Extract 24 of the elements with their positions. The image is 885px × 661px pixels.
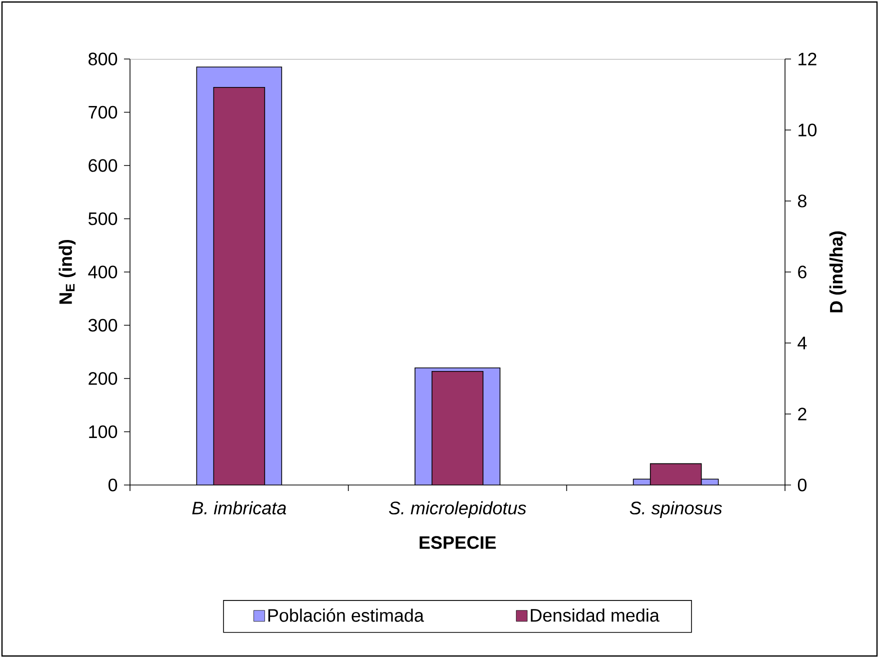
y2-tick-label: 0 xyxy=(798,478,807,492)
y-tick-label: 100 xyxy=(89,425,118,438)
y2-tick-label: 2 xyxy=(798,408,806,420)
y2-tick-label: 12 xyxy=(798,52,816,66)
legend-label: Densidad media xyxy=(530,608,660,622)
y-tick-label: 0 xyxy=(108,478,118,492)
y-tick-label: 700 xyxy=(88,106,118,119)
y2-tick-label: 6 xyxy=(798,266,806,278)
y2-tick-label: 10 xyxy=(798,124,817,136)
y-tick-label: 400 xyxy=(88,266,118,278)
x-axis-title: ESPECIE xyxy=(420,536,496,549)
y-tick-label: 800 xyxy=(88,52,118,66)
y2-axis-title: D (ind/ha) xyxy=(829,231,846,312)
y-tick-label: 500 xyxy=(88,212,118,226)
x-tick-label: B. imbricata xyxy=(192,501,286,514)
y-tick-label: 200 xyxy=(88,372,118,385)
x-tick-label: S. microlepidotus xyxy=(388,501,526,518)
x-tick-label: S. spinosus xyxy=(630,501,722,518)
y2-tick-label: 8 xyxy=(798,194,806,208)
y2-tick-label: 4 xyxy=(798,336,807,350)
y-tick-label: 600 xyxy=(88,159,118,172)
y-tick-label: 300 xyxy=(88,318,118,332)
legend-label: Población estimada xyxy=(268,608,424,622)
y-axis-title: N$_{E}$ (ind) xyxy=(58,240,76,304)
